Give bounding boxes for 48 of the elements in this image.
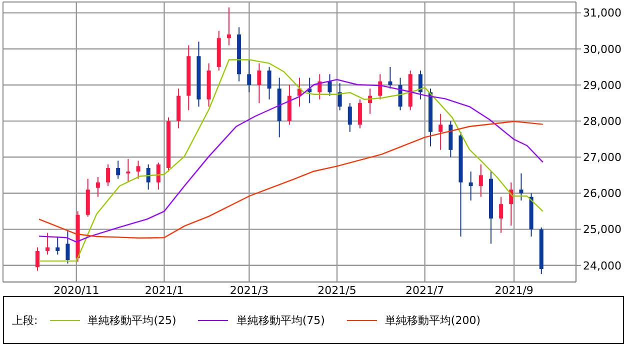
y-tick-label: 29,000 — [583, 78, 622, 92]
candlestick — [66, 230, 70, 264]
candlestick — [418, 70, 422, 100]
candlestick — [146, 164, 150, 190]
candlestick — [35, 246, 40, 272]
candlestick — [106, 164, 110, 187]
x-tick-label: 2021/3 — [230, 284, 269, 297]
candlestick — [519, 172, 524, 201]
candlestick — [116, 160, 120, 180]
candlestick — [328, 74, 332, 96]
candlestick — [388, 66, 392, 90]
legend-label: 単純移動平均(25) — [88, 312, 176, 328]
candlestick — [247, 59, 252, 93]
candlestick — [438, 113, 443, 150]
candlestick — [378, 74, 382, 100]
candlestick — [358, 98, 362, 129]
candlestick — [338, 82, 342, 111]
candlestick — [468, 171, 473, 201]
y-tick-label: 25,000 — [583, 223, 622, 236]
candlestick — [136, 160, 140, 180]
y-tick-label: 27,000 — [583, 151, 622, 164]
y-tick-label: 31,000 — [583, 6, 622, 20]
candlestick — [348, 102, 352, 132]
candlestick — [96, 176, 100, 198]
legend-title: 上段: — [12, 312, 38, 328]
candlestick — [257, 62, 262, 104]
x-tick-label: 2021/7 — [405, 284, 444, 297]
legend-label: 単純移動平均(200) — [384, 312, 480, 328]
x-tick-label: 2021/5 — [318, 284, 356, 297]
y-tick-label: 24,000 — [583, 259, 622, 272]
candlestick — [499, 196, 504, 234]
candlestick — [126, 158, 130, 183]
line-series — [38, 78, 544, 243]
x-tick-label: 2021/1 — [144, 284, 184, 297]
candlestick — [298, 77, 302, 108]
x-tick-label: 2020/11 — [54, 284, 100, 297]
line-series — [38, 120, 544, 239]
candlestick — [56, 236, 60, 256]
y-tick-label: 30,000 — [583, 42, 622, 56]
candlestick — [267, 66, 272, 100]
candlestick — [46, 232, 50, 256]
candlestick — [478, 164, 483, 198]
y-tick-label: 28,000 — [583, 114, 622, 128]
candlestick — [156, 162, 160, 190]
y-tick-label: 26,000 — [583, 187, 622, 200]
legend-label: 単純移動平均(75) — [236, 312, 325, 328]
x-tick-label: 2021/9 — [494, 284, 534, 297]
candlestick — [226, 6, 231, 46]
